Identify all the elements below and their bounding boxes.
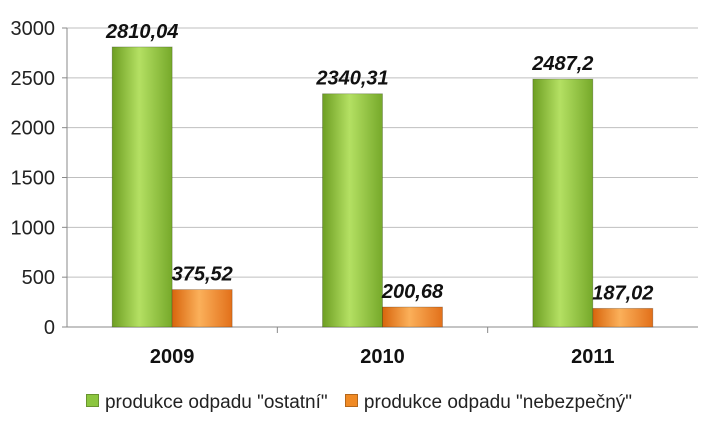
x-category-label-2010: 2010: [360, 346, 405, 368]
y-tick-label-2500: 2500: [11, 68, 56, 90]
legend-label-nebezpecny: produkce odpadu "nebezpečný": [363, 392, 632, 413]
y-tick-label-0: 0: [44, 317, 55, 339]
data-label-s1-2010: 200,68: [381, 281, 444, 303]
bar-s1-2011: [592, 307, 654, 328]
bar-chart: 0 500 1000 1500 2000 2500 3000 2810,04 375,52 200…: [11, 18, 698, 368]
x-category-label-2009: 2009: [150, 346, 195, 368]
legend-item-nebezpecny: produkce odpadu "nebezpečný": [344, 392, 632, 414]
y-tick-label-1500: 1500: [11, 168, 56, 190]
bar-s1-2010: [382, 306, 443, 328]
bar-s1-2009: [171, 289, 233, 328]
labels: 0 500 1000 1500 2000 2500 3000 2810,04 375,52 200…: [11, 18, 654, 368]
data-label-s1-2011: 187,02: [592, 282, 653, 304]
data-label-s0-2010: 2340,31: [315, 68, 388, 90]
data-label-s1-2009: 375,52: [172, 264, 233, 286]
legend: produkce odpadu "ostatní" produkce odpad…: [0, 392, 718, 414]
x-category-label-2011: 2011: [571, 346, 614, 368]
y-tick-label-3000: 3000: [11, 18, 56, 40]
bar-s0-2011: [532, 78, 594, 328]
legend-label-ostatni: produkce odpadu "ostatní": [104, 392, 328, 413]
y-tick-label-1000: 1000: [11, 217, 56, 239]
legend-item-ostatni: produkce odpadu "ostatní": [85, 392, 328, 414]
data-label-s0-2011: 2487,2: [531, 53, 593, 75]
y-tick-label-500: 500: [22, 267, 55, 289]
y-tick-label-2000: 2000: [11, 118, 56, 140]
legend-swatch-ostatni: [85, 394, 99, 407]
data-label-s0-2009: 2810,04: [105, 21, 178, 43]
bars: [111, 46, 654, 328]
bar-s0-2009: [111, 46, 173, 328]
legend-swatch-nebezpecny: [344, 394, 358, 407]
bar-s0-2010: [322, 93, 383, 328]
